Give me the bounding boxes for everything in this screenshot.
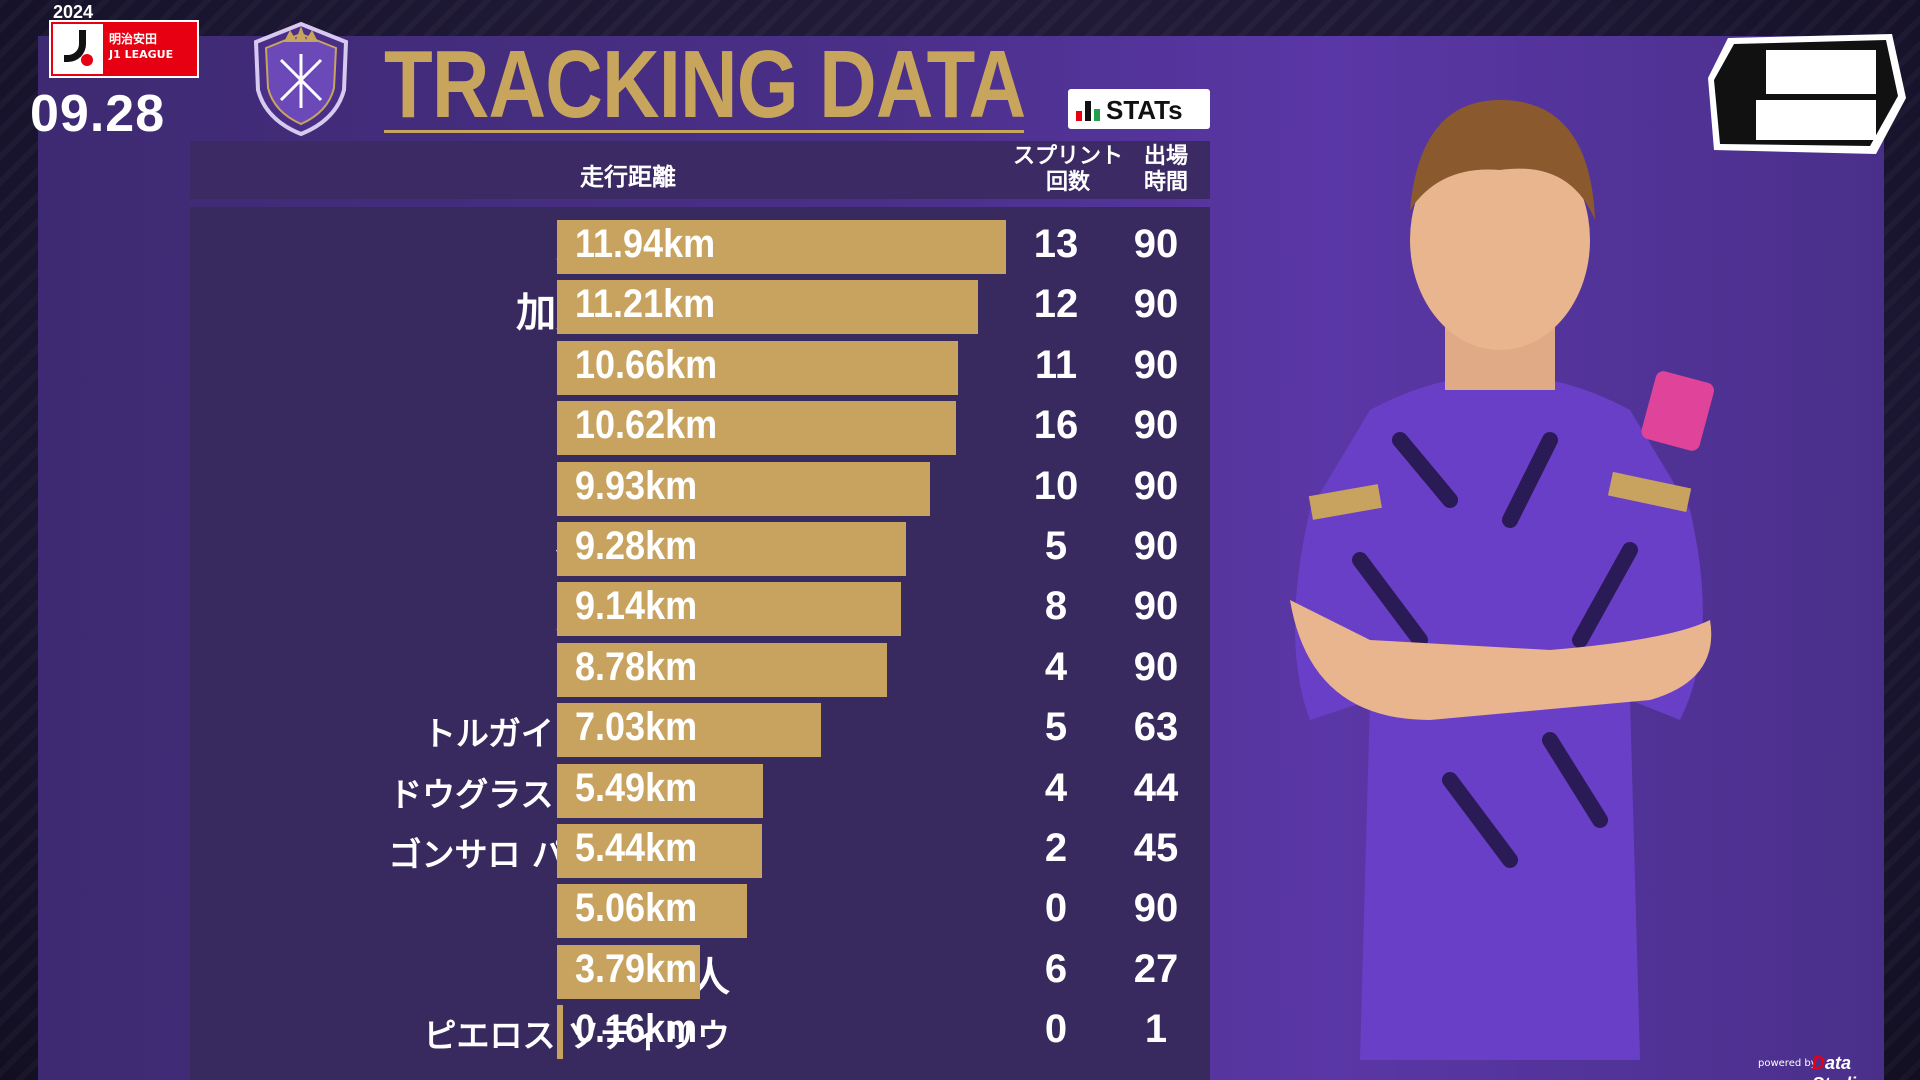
- minutes-played: 90: [1133, 524, 1179, 568]
- sprint-count: 5: [1044, 524, 1068, 568]
- club-crest-icon: [253, 21, 349, 137]
- sprint-count: 4: [1044, 644, 1068, 689]
- match-date: 09.28: [30, 85, 166, 143]
- data-provider-name: ata Stadium: [1812, 1053, 1883, 1080]
- sprint-count: 10: [1033, 463, 1079, 508]
- distance-bar: [557, 220, 1006, 274]
- minutes-played: 90: [1133, 282, 1179, 327]
- sprint-count: 0: [1044, 1007, 1068, 1052]
- distance-label: 10.62km: [575, 403, 718, 448]
- data-provider-initial: D: [1812, 1053, 1825, 1073]
- distance-label: 9.28km: [575, 524, 698, 568]
- distance-label: 9.93km: [575, 463, 698, 508]
- minutes-played: 90: [1133, 342, 1179, 387]
- stats-bars-icon: [1076, 101, 1100, 121]
- column-header-distance: 走行距離: [580, 163, 676, 191]
- distance-label: 5.49km: [575, 765, 698, 810]
- distance-label: 9.14km: [575, 584, 698, 629]
- distance-label: 8.78km: [575, 644, 698, 689]
- title-underline: [384, 130, 1024, 133]
- column-header-minutes-line1: 出場: [1143, 144, 1188, 169]
- sprint-count: 16: [1033, 403, 1079, 448]
- sprint-count: 11: [1034, 342, 1078, 387]
- powered-by-text: powered by: [1758, 1058, 1817, 1069]
- player-name: ピエロス ソティリウ: [423, 1016, 730, 1056]
- distance-label: 11.21km: [575, 282, 716, 327]
- sprint-count: 13: [1033, 222, 1079, 266]
- table-header-band: [190, 141, 1210, 199]
- distance-bar: [557, 582, 901, 637]
- distance-label: 3.79km: [575, 946, 698, 991]
- distance-bar: [557, 763, 764, 818]
- distance-label: 0.16km: [575, 1007, 698, 1052]
- distance-bar: [557, 522, 906, 576]
- league-sponsor-text: 明治安田: [109, 32, 158, 46]
- stats-logo-text: STATs: [1106, 95, 1183, 125]
- sprint-count: 5: [1044, 705, 1068, 750]
- minutes-played: 90: [1133, 222, 1179, 266]
- distance-bar: [557, 461, 931, 516]
- distance-bar: [557, 824, 762, 878]
- minutes-played: 90: [1133, 584, 1179, 629]
- data-provider-logo: Data Stadium: [1812, 1053, 1920, 1080]
- distance-bar: [557, 340, 958, 395]
- minutes-played: 90: [1133, 463, 1179, 508]
- minutes-played: 27: [1133, 946, 1179, 991]
- distance-bar: [557, 280, 979, 335]
- column-header-sprints: スプリント 回数: [1004, 144, 1132, 196]
- distance-bar: [557, 401, 957, 456]
- distance-label: 10.66km: [575, 342, 718, 387]
- league-name-text: J1 LEAGUE: [109, 48, 174, 61]
- distance-bar: [557, 944, 700, 999]
- distance-label: 5.44km: [575, 826, 698, 870]
- minutes-played: 1: [1144, 1007, 1168, 1052]
- minutes-played: 63: [1133, 705, 1179, 750]
- season-year: 2024: [53, 2, 94, 22]
- stats-logo: STATs: [1068, 89, 1210, 129]
- minutes-played: 90: [1133, 403, 1179, 448]
- distance-bar: [557, 884, 748, 939]
- column-header-sprints-line1: スプリント: [1012, 144, 1123, 169]
- distance-label: 5.06km: [575, 886, 698, 931]
- table-row: ピエロス ソティリウ 0.16km 0 1: [190, 999, 1210, 1060]
- column-header-minutes-line2: 時間: [1143, 170, 1188, 195]
- sprint-count: 4: [1044, 765, 1068, 810]
- jleague-logo-icon: [53, 24, 103, 74]
- distance-label: 11.94km: [575, 222, 716, 266]
- minutes-played: 90: [1133, 644, 1179, 689]
- column-header-sprints-line2: 回数: [1045, 170, 1090, 195]
- distance-bar: [557, 1005, 564, 1060]
- distance-label: 7.03km: [575, 705, 698, 750]
- league-badge: 明治安田 J1 LEAGUE: [49, 20, 199, 78]
- distance-bar: [557, 703, 822, 758]
- minutes-played: 45: [1133, 826, 1179, 870]
- sprint-count: 12: [1033, 282, 1079, 327]
- sprint-count: 8: [1044, 584, 1068, 629]
- column-header-minutes: 出場 時間: [1132, 144, 1200, 196]
- minutes-played: 90: [1133, 886, 1179, 931]
- sprint-count: 2: [1044, 826, 1068, 870]
- player-photo: [1290, 100, 1714, 1060]
- sprint-count: 6: [1044, 946, 1068, 991]
- sprint-count: 0: [1044, 886, 1068, 931]
- distance-bar: [557, 642, 888, 697]
- program-logo-icon: [1708, 34, 1906, 154]
- minutes-played: 44: [1133, 765, 1179, 810]
